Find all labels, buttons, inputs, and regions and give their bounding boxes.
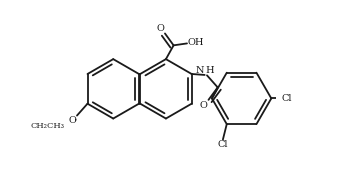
Text: Cl: Cl (282, 94, 292, 103)
Text: O: O (69, 116, 77, 125)
Text: N: N (195, 66, 204, 75)
Text: Cl: Cl (218, 140, 228, 149)
Text: OH: OH (187, 38, 204, 47)
Text: H: H (205, 66, 214, 75)
Text: O: O (200, 101, 207, 110)
Text: CH₂CH₃: CH₂CH₃ (31, 122, 65, 130)
Text: O: O (156, 23, 164, 32)
